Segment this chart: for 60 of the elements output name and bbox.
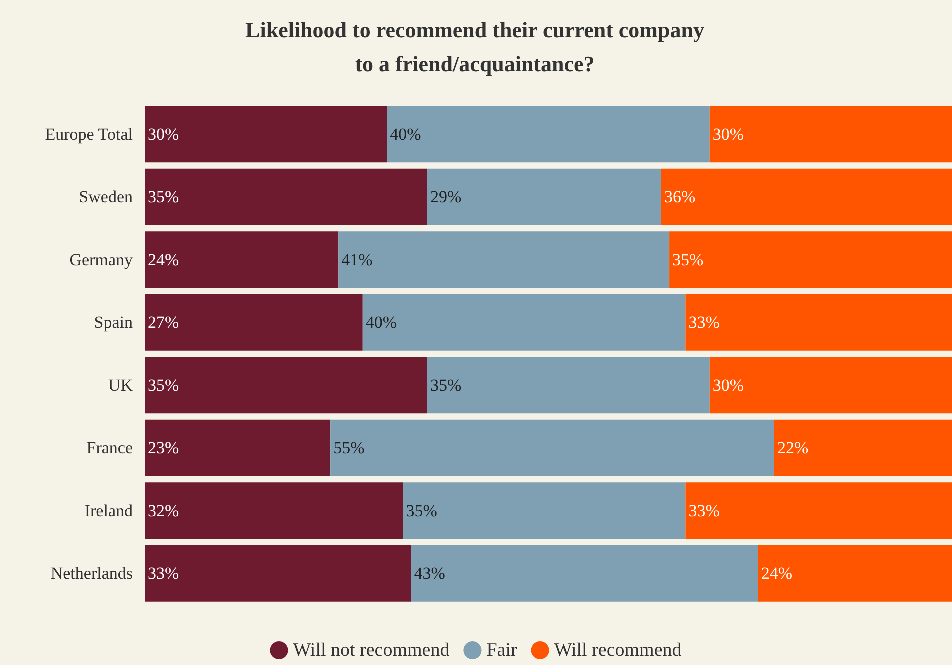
y-tick-label: France [86, 438, 133, 458]
bar [758, 545, 952, 602]
bar [362, 294, 686, 351]
data-label: 22% [777, 438, 809, 458]
bar [145, 545, 412, 602]
y-tick-label: Europe Total [45, 124, 134, 144]
data-label: 23% [148, 438, 180, 458]
data-label: 30% [712, 376, 744, 395]
data-label: 35% [148, 376, 180, 395]
y-tick-label: UK [108, 376, 134, 395]
bar [145, 420, 331, 476]
data-label: 35% [430, 376, 462, 395]
bar [338, 232, 670, 288]
bar [774, 420, 952, 476]
y-tick-label: Ireland [84, 501, 134, 520]
bar [710, 357, 952, 414]
data-label: 55% [334, 438, 365, 458]
bar [710, 106, 952, 163]
data-label: 40% [366, 313, 398, 332]
bar [411, 545, 758, 602]
bar [427, 168, 662, 226]
bar [330, 420, 774, 476]
bar [661, 168, 952, 226]
data-label: 35% [406, 501, 438, 520]
data-label: 43% [414, 564, 446, 584]
data-label: 32% [148, 501, 180, 520]
data-label: 30% [148, 124, 180, 144]
data-label: 40% [390, 124, 422, 144]
y-tick-label: Spain [94, 313, 134, 332]
bar [403, 482, 686, 540]
bar [427, 357, 710, 414]
bar [145, 482, 404, 540]
data-label: 33% [148, 564, 180, 584]
bar [145, 357, 428, 414]
bar [387, 106, 710, 163]
legend-label: Will not recommend [293, 640, 450, 661]
data-label: 27% [148, 313, 180, 332]
legend-label: Fair [486, 640, 518, 661]
data-label: 41% [342, 250, 373, 270]
y-tick-label: Germany [70, 250, 134, 270]
data-label: 24% [761, 564, 792, 584]
y-tick-label: Sweden [79, 188, 134, 207]
bar [145, 294, 363, 351]
bar [145, 168, 428, 226]
y-tick-label: Netherlands [50, 564, 133, 584]
data-label: 29% [430, 188, 462, 207]
data-label: 35% [148, 188, 180, 207]
data-label: 33% [688, 313, 720, 332]
data-label: 36% [664, 188, 696, 207]
data-label: 33% [688, 501, 720, 520]
data-label: 24% [148, 250, 180, 270]
bar [145, 106, 388, 163]
bar [670, 232, 952, 288]
bar [145, 232, 339, 288]
data-label: 30% [712, 124, 744, 144]
data-label: 35% [672, 250, 704, 270]
bar [686, 294, 952, 351]
legend-label: Will recommend [554, 640, 682, 661]
bar [686, 482, 952, 540]
chart-title: Likelihood to recommend their current company to a friend/acquaintance? [246, 18, 704, 76]
